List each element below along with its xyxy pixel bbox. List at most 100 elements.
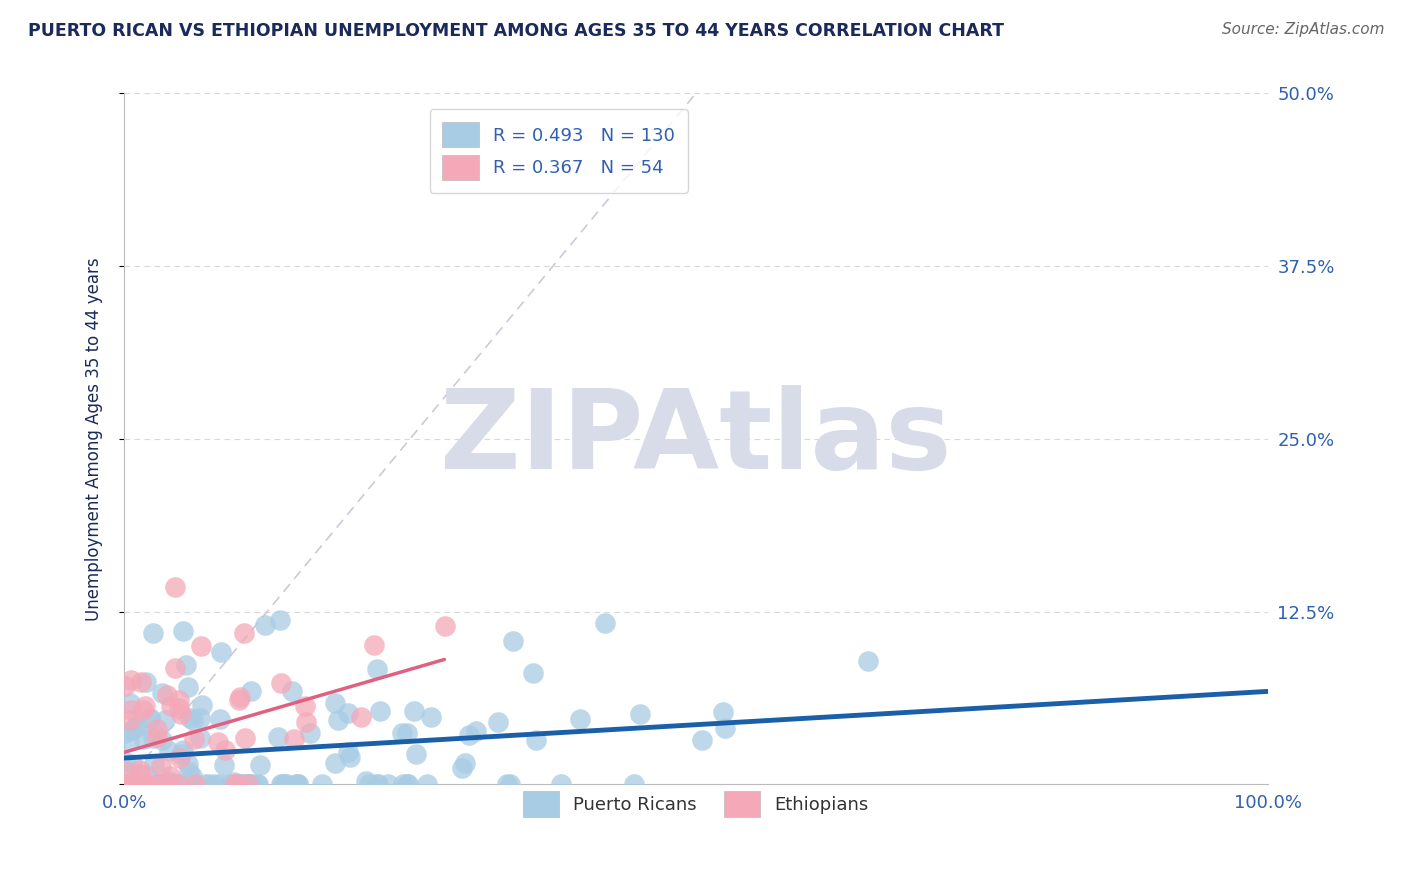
Point <box>114 777 136 791</box>
Point <box>502 633 524 648</box>
Point <box>595 616 617 631</box>
Point <box>212 757 235 772</box>
Point <box>120 697 142 711</box>
Point <box>166 777 188 791</box>
Point <box>208 713 231 727</box>
Point <box>714 721 737 735</box>
Point <box>191 698 214 712</box>
Point <box>114 755 136 769</box>
Point <box>451 761 474 775</box>
Point <box>117 734 139 748</box>
Point <box>224 777 246 791</box>
Point <box>367 777 389 791</box>
Point <box>488 714 510 729</box>
Point <box>139 713 162 727</box>
Point <box>150 777 173 791</box>
Point <box>228 693 250 707</box>
Point <box>458 727 481 741</box>
Point <box>246 777 269 791</box>
Point <box>120 673 142 687</box>
Point <box>232 625 254 640</box>
Point <box>150 686 173 700</box>
Point <box>177 681 200 695</box>
Point <box>138 777 160 791</box>
Point <box>235 777 257 791</box>
Point <box>276 777 298 791</box>
Point <box>299 725 322 739</box>
Point <box>131 703 153 717</box>
Point <box>117 776 139 790</box>
Point <box>231 777 253 791</box>
Point <box>524 732 547 747</box>
Point <box>229 690 252 704</box>
Point <box>184 777 207 791</box>
Point <box>233 731 256 745</box>
Point <box>167 692 190 706</box>
Point <box>148 777 170 791</box>
Point <box>124 720 146 734</box>
Point <box>176 777 198 791</box>
Point <box>157 744 180 758</box>
Point <box>402 704 425 718</box>
Point <box>273 777 295 791</box>
Point <box>181 713 204 727</box>
Point <box>204 777 226 791</box>
Point <box>226 777 249 791</box>
Point <box>132 777 155 791</box>
Point <box>167 701 190 715</box>
Point <box>454 756 477 770</box>
Point <box>118 713 141 727</box>
Point <box>131 674 153 689</box>
Point <box>392 777 415 791</box>
Point <box>283 732 305 747</box>
Point <box>214 743 236 757</box>
Point <box>240 777 263 791</box>
Text: PUERTO RICAN VS ETHIOPIAN UNEMPLOYMENT AMONG AGES 35 TO 44 YEARS CORRELATION CHA: PUERTO RICAN VS ETHIOPIAN UNEMPLOYMENT A… <box>28 22 1004 40</box>
Point <box>142 626 165 640</box>
Point <box>170 706 193 721</box>
Point <box>247 777 270 791</box>
Point <box>337 706 360 721</box>
Text: ZIPAtlas: ZIPAtlas <box>440 385 952 492</box>
Point <box>170 747 193 761</box>
Point <box>165 777 187 791</box>
Point <box>323 756 346 771</box>
Point <box>177 756 200 771</box>
Point <box>134 698 156 713</box>
Point <box>143 757 166 772</box>
Point <box>197 777 219 791</box>
Point <box>416 777 439 791</box>
Point <box>180 769 202 783</box>
Point <box>129 777 152 791</box>
Point <box>134 777 156 791</box>
Point <box>148 777 170 791</box>
Point <box>114 725 136 739</box>
Point <box>124 777 146 791</box>
Point <box>623 777 645 791</box>
Point <box>124 774 146 789</box>
Point <box>856 654 879 668</box>
Point <box>121 723 143 737</box>
Point <box>395 725 418 739</box>
Point <box>120 703 142 717</box>
Point <box>377 777 399 791</box>
Point <box>172 777 194 791</box>
Point <box>150 732 173 747</box>
Point <box>522 666 544 681</box>
Point <box>218 777 240 791</box>
Point <box>148 777 170 791</box>
Point <box>287 777 309 791</box>
Point <box>270 777 292 791</box>
Point <box>165 580 187 594</box>
Point <box>157 777 180 791</box>
Point <box>129 767 152 781</box>
Point <box>127 777 149 791</box>
Point <box>323 696 346 710</box>
Point <box>269 613 291 627</box>
Text: Source: ZipAtlas.com: Source: ZipAtlas.com <box>1222 22 1385 37</box>
Point <box>222 774 245 789</box>
Point <box>350 710 373 724</box>
Point <box>176 657 198 672</box>
Point <box>630 707 652 722</box>
Point <box>136 777 159 791</box>
